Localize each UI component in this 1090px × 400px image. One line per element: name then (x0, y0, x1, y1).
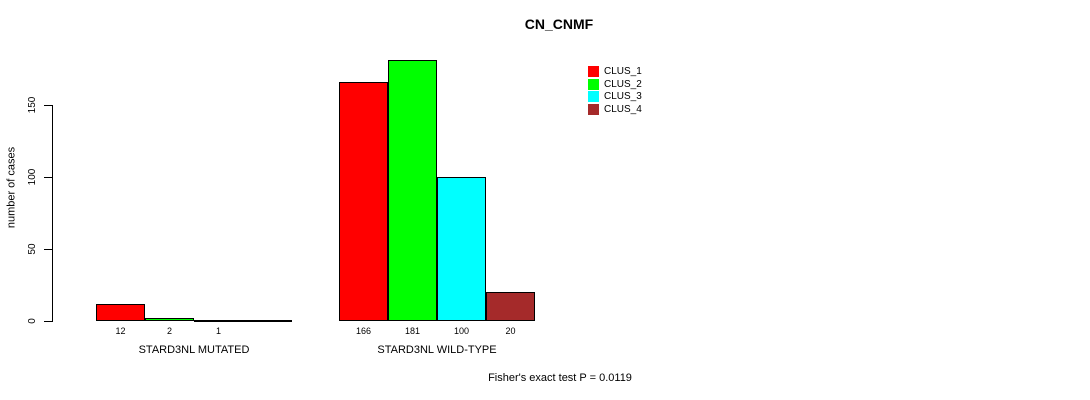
y-tick-label: 50 (27, 243, 38, 255)
bar (145, 318, 194, 321)
y-tick-mark (44, 249, 52, 250)
bar (388, 60, 437, 321)
x-axis-group-label: STARD3NL WILD-TYPE (377, 344, 497, 356)
filled-square-icon (588, 103, 599, 115)
bar (339, 82, 388, 321)
legend-label: CLUS_4 (604, 103, 642, 115)
legend-item: CLUS_1 (588, 66, 642, 77)
bar (486, 292, 535, 321)
y-tick-label: 0 (27, 318, 38, 324)
legend-label: CLUS_3 (604, 91, 642, 102)
bar (96, 304, 145, 321)
bar-value-label: 12 (115, 326, 126, 336)
x-axis-group-label: STARD3NL MUTATED (138, 344, 250, 356)
bar-value-label: 20 (505, 326, 516, 336)
legend: CLUS_1 CLUS_2 CLUS_3 CLUS_4 (588, 66, 642, 116)
y-axis-line (52, 105, 53, 322)
bar-value-label: 100 (453, 326, 470, 336)
y-tick-mark (44, 321, 52, 322)
bar-value-label: 181 (404, 326, 421, 336)
y-axis-title: number of cases (5, 146, 18, 229)
fisher-test-note: Fisher's exact test P = 0.0119 (488, 372, 632, 384)
y-tick-mark (44, 177, 52, 178)
chart-title: CN_CNMF (524, 16, 594, 32)
filled-square-icon (588, 91, 599, 102)
filled-square-icon (588, 78, 599, 90)
bar (437, 177, 486, 321)
y-tick-label: 150 (27, 96, 38, 114)
legend-label: CLUS_1 (604, 66, 642, 77)
y-tick-mark (44, 105, 52, 106)
bar-value-label: 2 (166, 326, 172, 336)
legend-item: CLUS_4 (588, 103, 642, 115)
filled-square-icon (588, 66, 599, 77)
bar (194, 320, 243, 322)
y-tick-label: 100 (27, 168, 38, 186)
bar-value-label: 166 (355, 326, 372, 336)
legend-item: CLUS_3 (588, 91, 642, 102)
legend-item: CLUS_2 (588, 78, 642, 90)
bar (243, 320, 292, 322)
legend-label: CLUS_2 (604, 78, 642, 90)
bar-value-label: 1 (215, 326, 221, 336)
